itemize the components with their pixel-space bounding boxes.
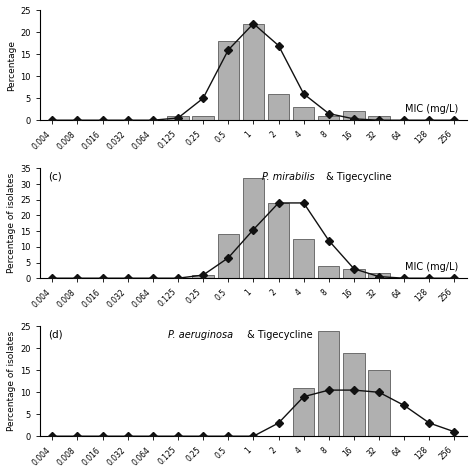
Bar [293,107,314,120]
Bar [218,234,239,278]
Bar [368,273,390,278]
Text: & Tigecycline: & Tigecycline [244,330,312,340]
Bar [368,116,390,120]
Bar [343,353,365,436]
Text: (d): (d) [48,330,63,340]
Bar [243,24,264,120]
Y-axis label: Percentage of isolates: Percentage of isolates [7,173,16,273]
Bar [318,116,339,120]
Text: P. mirabilis: P. mirabilis [262,172,315,182]
Bar [318,331,339,436]
Bar [368,370,390,436]
Y-axis label: Percentage of isolates: Percentage of isolates [7,331,16,431]
Y-axis label: Percentage: Percentage [7,40,16,91]
Bar [293,239,314,278]
Text: (c): (c) [48,172,62,182]
Bar [167,116,189,120]
Bar [268,94,289,120]
Bar [343,111,365,120]
Bar [268,203,289,278]
Bar [192,275,214,278]
Text: & Tigecycline: & Tigecycline [323,172,392,182]
Bar [318,265,339,278]
Text: P. aeruginosa: P. aeruginosa [168,330,233,340]
Bar [343,269,365,278]
Bar [192,116,214,120]
Text: MIC (mg/L): MIC (mg/L) [405,104,458,114]
Bar [293,388,314,436]
Text: MIC (mg/L): MIC (mg/L) [405,262,458,272]
Bar [218,41,239,120]
Bar [243,178,264,278]
